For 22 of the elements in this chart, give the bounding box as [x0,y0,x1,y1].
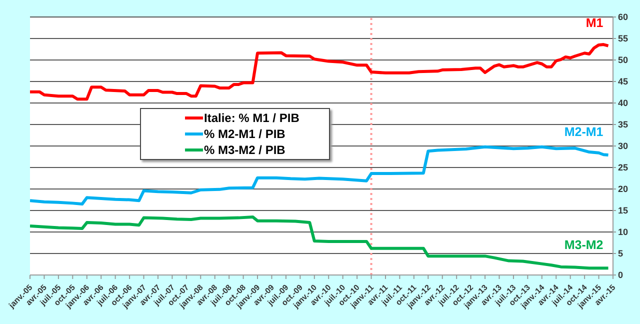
y-tick-label: 50 [618,55,628,66]
y-tick-label: 5 [618,248,624,259]
line-series [30,43,610,101]
y-tick-label: 20 [618,184,628,194]
line-series [30,215,610,270]
y-tick-label: 30 [618,141,628,152]
y-tick-label: 0 [618,270,624,280]
y-tick-label: 15 [618,206,628,216]
legend-label: % M2-M1 / PIB [204,127,286,141]
y-tick-label: 60 [618,12,628,22]
annotation: M3-M2 [564,238,604,252]
y-tick-label: 35 [618,120,628,130]
y-tick-label: 10 [618,227,628,238]
y-tick-label: 25 [618,162,628,173]
legend-label: % M3-M2 / PIB [204,143,286,157]
annotation: M2-M1 [564,125,604,140]
line-series [30,145,610,206]
y-tick-label: 55 [618,34,628,44]
legend-label: Italie: % M1 / PIB [204,111,300,125]
y-tick-label: 45 [618,76,628,87]
annotation: M1 [586,16,604,30]
y-tick-label: 40 [618,98,628,108]
